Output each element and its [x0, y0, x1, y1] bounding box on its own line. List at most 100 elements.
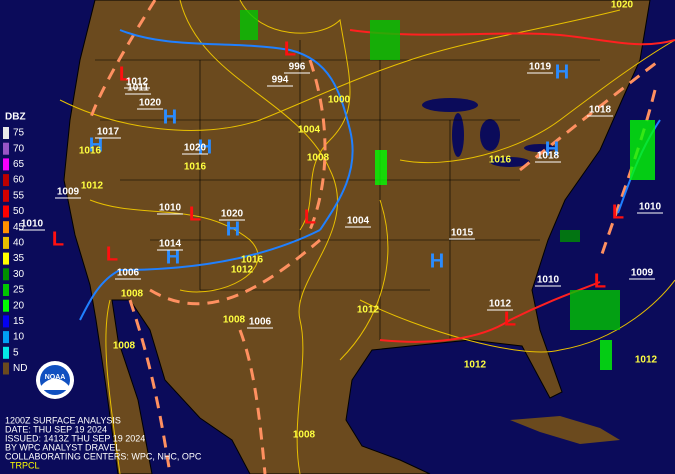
- isobar: [359, 279, 675, 353]
- logo-text: NOAA: [45, 374, 66, 381]
- legend-swatch: [3, 362, 9, 375]
- legend-swatch: [3, 189, 9, 202]
- isobar-label: 1016: [79, 146, 102, 157]
- pressure-label: 1018: [589, 105, 612, 116]
- low-center: L: [612, 201, 624, 223]
- footer-line: 1200Z SURFACE ANALYSIS: [5, 415, 121, 425]
- footer-line: COLLABORATING CENTERS: WPC, NHC, OPC: [5, 451, 202, 461]
- legend-swatch: [3, 284, 9, 296]
- low-center: L: [189, 203, 201, 225]
- legend-label: 75: [13, 128, 25, 139]
- isobar-label: 1008: [121, 289, 144, 300]
- legend-swatch: [3, 127, 9, 139]
- legend-label: 25: [13, 285, 25, 296]
- legend-swatch: [3, 142, 9, 155]
- isobar-label: 1008: [307, 153, 330, 164]
- legend-swatch: [3, 346, 9, 359]
- pressure-label: 1006: [249, 317, 272, 328]
- isobar-label: 1012: [357, 305, 380, 316]
- lake: [422, 98, 478, 112]
- legend-swatch: [3, 236, 9, 249]
- legend-swatch: [3, 299, 9, 312]
- center-pressure: 1010: [159, 203, 182, 214]
- legend-label: 70: [13, 143, 25, 154]
- pressure-label: 1012: [126, 77, 149, 88]
- isobar-label: 1016: [241, 255, 264, 266]
- legend-label: 10: [13, 332, 25, 343]
- low-center: L: [119, 63, 131, 85]
- center-pressure: 1015: [451, 228, 474, 239]
- isobar: [339, 199, 389, 361]
- echo: [375, 150, 387, 185]
- high-center: H: [89, 134, 103, 156]
- radar-echoes: [240, 10, 655, 370]
- legend-label: 35: [13, 253, 25, 264]
- footer-line: BY WPC ANALYST DRAVEL: [5, 442, 120, 452]
- land: [63, 0, 651, 474]
- legend-swatch: [3, 315, 9, 328]
- center-pressure: 1006: [117, 268, 140, 279]
- logo-wave: [41, 378, 69, 390]
- isobar-label: 1000: [328, 95, 351, 106]
- legend-label: 45: [13, 222, 25, 233]
- trough: [519, 58, 661, 172]
- echo: [240, 10, 258, 40]
- isobar: [89, 199, 259, 293]
- warm-front: [349, 29, 675, 46]
- echo: [570, 290, 620, 330]
- center-pressure: 996: [289, 62, 306, 73]
- legend-label: 20: [13, 300, 25, 311]
- legend-swatch: [3, 174, 9, 187]
- troughs: [88, 0, 661, 474]
- trough: [128, 299, 172, 474]
- isobar-label: 1004: [298, 125, 321, 136]
- center-pressure: 1017: [97, 127, 120, 138]
- trough: [149, 238, 321, 306]
- trough: [308, 59, 327, 231]
- isobar-label: 1016: [489, 155, 512, 166]
- trough: [238, 329, 267, 474]
- lake: [524, 144, 556, 152]
- echo: [370, 20, 400, 60]
- legend-label: 65: [13, 159, 25, 170]
- isobar-label: 1012: [635, 355, 658, 366]
- high-center: H: [226, 218, 240, 240]
- center-pressure: 1020: [221, 209, 244, 220]
- pressure-label: 994: [272, 75, 289, 86]
- great-lakes: [422, 98, 556, 167]
- center-pressure: 1012: [489, 299, 512, 310]
- legend-label: 50: [13, 206, 25, 217]
- isobar-label: 1008: [113, 341, 136, 352]
- echo: [560, 230, 580, 242]
- high-center: H: [198, 136, 212, 158]
- echo: [630, 120, 655, 180]
- center-pressure: 1019: [529, 62, 552, 73]
- center-pressure: 1010: [21, 219, 44, 230]
- pressure-label: 1009: [57, 187, 80, 198]
- lake: [490, 157, 530, 167]
- isobar-label: 1012: [81, 181, 104, 192]
- isobar: [179, 0, 338, 474]
- isobar-label: 1008: [293, 430, 316, 441]
- lake: [452, 113, 464, 157]
- legend-swatch: [3, 158, 9, 171]
- pressure-label: 1010: [537, 275, 560, 286]
- center-pressure: 1020: [139, 98, 162, 109]
- legend-title: DBZ: [5, 112, 26, 123]
- legend-swatch: [3, 221, 9, 234]
- center-pressure: 1004: [347, 216, 370, 227]
- center-pressure: 1009: [631, 268, 654, 279]
- high-center: H: [163, 106, 177, 128]
- legend-swatch: [3, 268, 9, 281]
- isobar-label: 1020: [611, 0, 634, 11]
- isobar-label: 1012: [464, 360, 487, 371]
- high-center: H: [555, 61, 569, 83]
- stationary-front: [79, 229, 321, 321]
- low-center: L: [304, 206, 316, 228]
- legend-swatch: [3, 252, 9, 265]
- center-pressure: 1018: [537, 151, 560, 162]
- trough: [88, 0, 157, 121]
- center-pressure: 1010: [639, 202, 662, 213]
